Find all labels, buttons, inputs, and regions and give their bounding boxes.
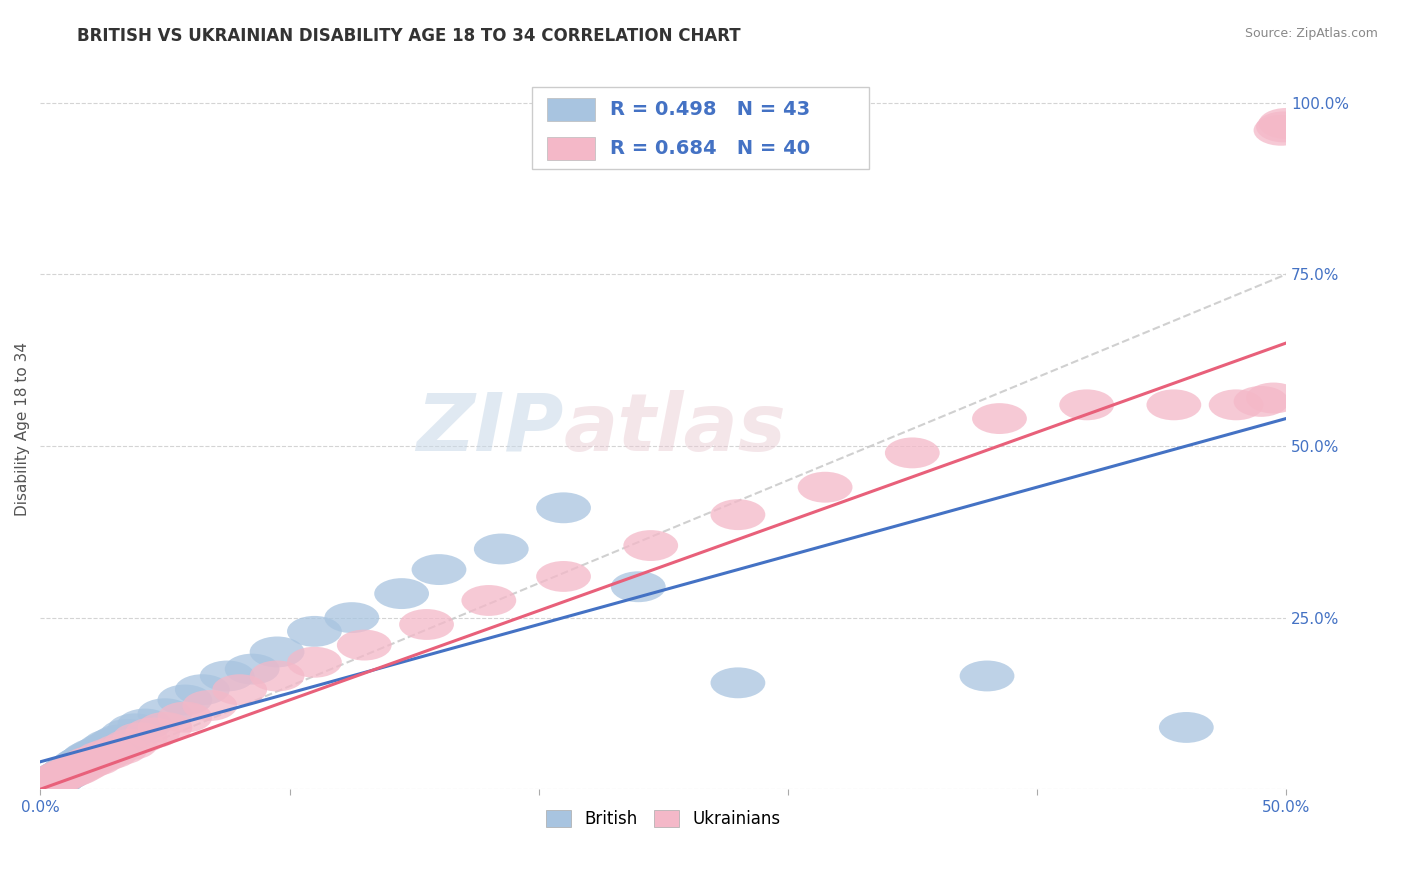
Ellipse shape	[1254, 115, 1309, 145]
Ellipse shape	[48, 752, 103, 782]
Ellipse shape	[884, 437, 939, 468]
Ellipse shape	[212, 674, 267, 706]
Ellipse shape	[100, 719, 155, 750]
Ellipse shape	[1209, 390, 1264, 420]
Ellipse shape	[610, 571, 665, 602]
Ellipse shape	[1059, 390, 1114, 420]
Ellipse shape	[250, 660, 305, 691]
Ellipse shape	[108, 714, 163, 744]
Ellipse shape	[44, 756, 97, 788]
Ellipse shape	[103, 729, 157, 760]
Text: R = 0.684   N = 40: R = 0.684 N = 40	[610, 139, 810, 158]
Ellipse shape	[623, 530, 678, 561]
Ellipse shape	[60, 743, 115, 773]
Ellipse shape	[31, 764, 86, 795]
Ellipse shape	[118, 708, 173, 739]
Ellipse shape	[45, 753, 100, 784]
Ellipse shape	[76, 741, 131, 772]
Ellipse shape	[32, 762, 87, 792]
FancyBboxPatch shape	[533, 87, 869, 169]
Ellipse shape	[73, 736, 128, 767]
Ellipse shape	[461, 585, 516, 615]
Y-axis label: Disability Age 18 to 34: Disability Age 18 to 34	[15, 342, 30, 516]
Ellipse shape	[83, 729, 138, 760]
Ellipse shape	[53, 747, 108, 779]
Ellipse shape	[35, 760, 90, 791]
Ellipse shape	[83, 738, 138, 769]
Ellipse shape	[44, 755, 97, 786]
Ellipse shape	[51, 750, 105, 780]
Ellipse shape	[536, 492, 591, 524]
Ellipse shape	[710, 667, 765, 698]
Ellipse shape	[87, 727, 142, 758]
Ellipse shape	[1258, 108, 1313, 139]
Ellipse shape	[28, 765, 83, 797]
FancyBboxPatch shape	[547, 137, 595, 160]
Ellipse shape	[183, 690, 238, 721]
Ellipse shape	[200, 660, 254, 691]
Ellipse shape	[25, 767, 80, 797]
Ellipse shape	[18, 771, 73, 801]
Ellipse shape	[67, 738, 122, 769]
Ellipse shape	[28, 764, 83, 795]
Ellipse shape	[474, 533, 529, 565]
Ellipse shape	[53, 752, 108, 782]
Ellipse shape	[67, 745, 122, 776]
Ellipse shape	[93, 724, 148, 756]
Ellipse shape	[536, 561, 591, 592]
Ellipse shape	[174, 674, 229, 706]
Ellipse shape	[38, 759, 93, 789]
Ellipse shape	[1146, 390, 1201, 420]
Ellipse shape	[48, 755, 103, 786]
Ellipse shape	[32, 762, 87, 792]
Ellipse shape	[374, 578, 429, 609]
Ellipse shape	[41, 756, 96, 788]
Ellipse shape	[250, 637, 305, 667]
Ellipse shape	[972, 403, 1026, 434]
Ellipse shape	[710, 500, 765, 530]
Text: BRITISH VS UKRAINIAN DISABILITY AGE 18 TO 34 CORRELATION CHART: BRITISH VS UKRAINIAN DISABILITY AGE 18 T…	[77, 27, 741, 45]
Ellipse shape	[325, 602, 380, 633]
FancyBboxPatch shape	[547, 98, 595, 120]
Ellipse shape	[63, 741, 118, 772]
Legend: British, Ukrainians: British, Ukrainians	[538, 804, 787, 835]
Ellipse shape	[287, 647, 342, 678]
Ellipse shape	[55, 747, 110, 777]
Ellipse shape	[1246, 383, 1301, 413]
Ellipse shape	[1159, 712, 1213, 743]
Ellipse shape	[1233, 386, 1288, 417]
Ellipse shape	[112, 723, 167, 753]
Ellipse shape	[18, 771, 73, 801]
Ellipse shape	[138, 712, 193, 743]
Ellipse shape	[399, 609, 454, 640]
Ellipse shape	[960, 660, 1015, 691]
Ellipse shape	[412, 554, 467, 585]
Ellipse shape	[77, 732, 132, 764]
Ellipse shape	[797, 472, 852, 503]
Text: R = 0.498   N = 43: R = 0.498 N = 43	[610, 100, 810, 119]
Ellipse shape	[38, 759, 93, 789]
Ellipse shape	[22, 767, 77, 797]
Ellipse shape	[1256, 112, 1310, 143]
Ellipse shape	[63, 747, 118, 777]
Text: ZIP: ZIP	[416, 390, 564, 468]
Text: atlas: atlas	[564, 390, 786, 468]
Ellipse shape	[93, 734, 148, 764]
Ellipse shape	[22, 768, 77, 799]
Ellipse shape	[58, 745, 112, 776]
Ellipse shape	[125, 717, 180, 748]
Ellipse shape	[157, 702, 212, 732]
Text: Source: ZipAtlas.com: Source: ZipAtlas.com	[1244, 27, 1378, 40]
Ellipse shape	[157, 684, 212, 715]
Ellipse shape	[58, 749, 112, 780]
Ellipse shape	[337, 630, 392, 660]
Ellipse shape	[225, 654, 280, 684]
Ellipse shape	[138, 698, 193, 729]
Ellipse shape	[287, 615, 342, 647]
